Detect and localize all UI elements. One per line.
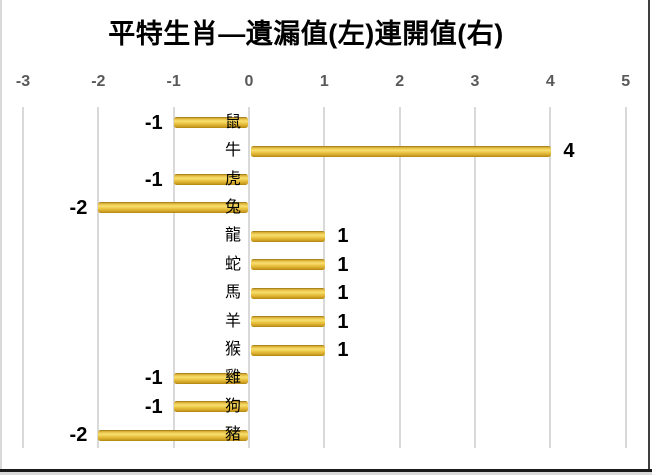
category-label: 狗 (224, 397, 241, 415)
data-label: -1 (144, 168, 163, 191)
category-label: 蛇 (224, 255, 241, 273)
data-label: 1 (337, 225, 349, 248)
category-label: 馬 (224, 284, 241, 302)
gridline (97, 107, 100, 448)
right-border (648, 0, 650, 470)
x-axis-tick-label: 3 (470, 73, 480, 90)
x-axis-tick-label: 0 (244, 73, 254, 90)
x-axis-tick-label: 5 (621, 73, 631, 90)
x-axis-tick-label: -2 (91, 73, 106, 90)
bar[interactable] (173, 117, 248, 129)
category-label: 龍 (224, 227, 241, 245)
bar[interactable] (173, 174, 248, 186)
gridline (398, 107, 401, 448)
data-label: -1 (144, 367, 163, 390)
gridline (248, 107, 250, 448)
gridline (22, 107, 24, 448)
x-axis-tick-label: 2 (395, 73, 405, 90)
category-label: 羊 (224, 312, 241, 330)
category-label: 虎 (224, 170, 241, 188)
bar[interactable] (173, 372, 248, 384)
x-axis-tick-label: -3 (15, 73, 31, 90)
bottom-border-shadow (0, 471, 652, 475)
bar[interactable] (251, 287, 326, 299)
gridline (323, 107, 326, 448)
bar[interactable] (251, 344, 326, 356)
data-label: 1 (337, 339, 349, 362)
category-label: 雞 (224, 369, 241, 387)
x-axis-tick-label: -1 (166, 73, 181, 90)
gridline (473, 107, 476, 448)
data-label: 1 (337, 282, 349, 305)
data-label: -1 (144, 395, 163, 418)
data-label: 1 (337, 253, 349, 276)
bar[interactable] (251, 316, 326, 328)
left-border (0, 0, 2, 475)
bar[interactable] (98, 429, 248, 441)
bar[interactable] (251, 230, 326, 242)
category-label: 牛 (224, 142, 241, 160)
chart-title: 平特生肖—遺漏值(左)連開值(右) (108, 19, 504, 49)
bar[interactable] (173, 401, 248, 413)
gridline (549, 107, 552, 448)
category-label: 鼠 (224, 113, 241, 131)
bottom-border (0, 469, 652, 472)
x-axis-tick-label: 1 (319, 73, 329, 90)
bar[interactable] (251, 145, 552, 157)
bar[interactable] (98, 202, 248, 214)
x-axis-tick-label: 4 (545, 73, 555, 90)
gridline (624, 107, 627, 448)
category-label: 兔 (224, 198, 241, 216)
data-label: 4 (563, 140, 575, 163)
gridline (172, 107, 175, 448)
data-label: -1 (144, 111, 163, 134)
category-label: 猴 (224, 341, 241, 359)
data-label: 1 (337, 310, 349, 333)
data-label: -2 (69, 196, 88, 219)
category-label: 豬 (224, 426, 241, 444)
data-label: -2 (69, 424, 88, 447)
bar[interactable] (251, 259, 326, 271)
